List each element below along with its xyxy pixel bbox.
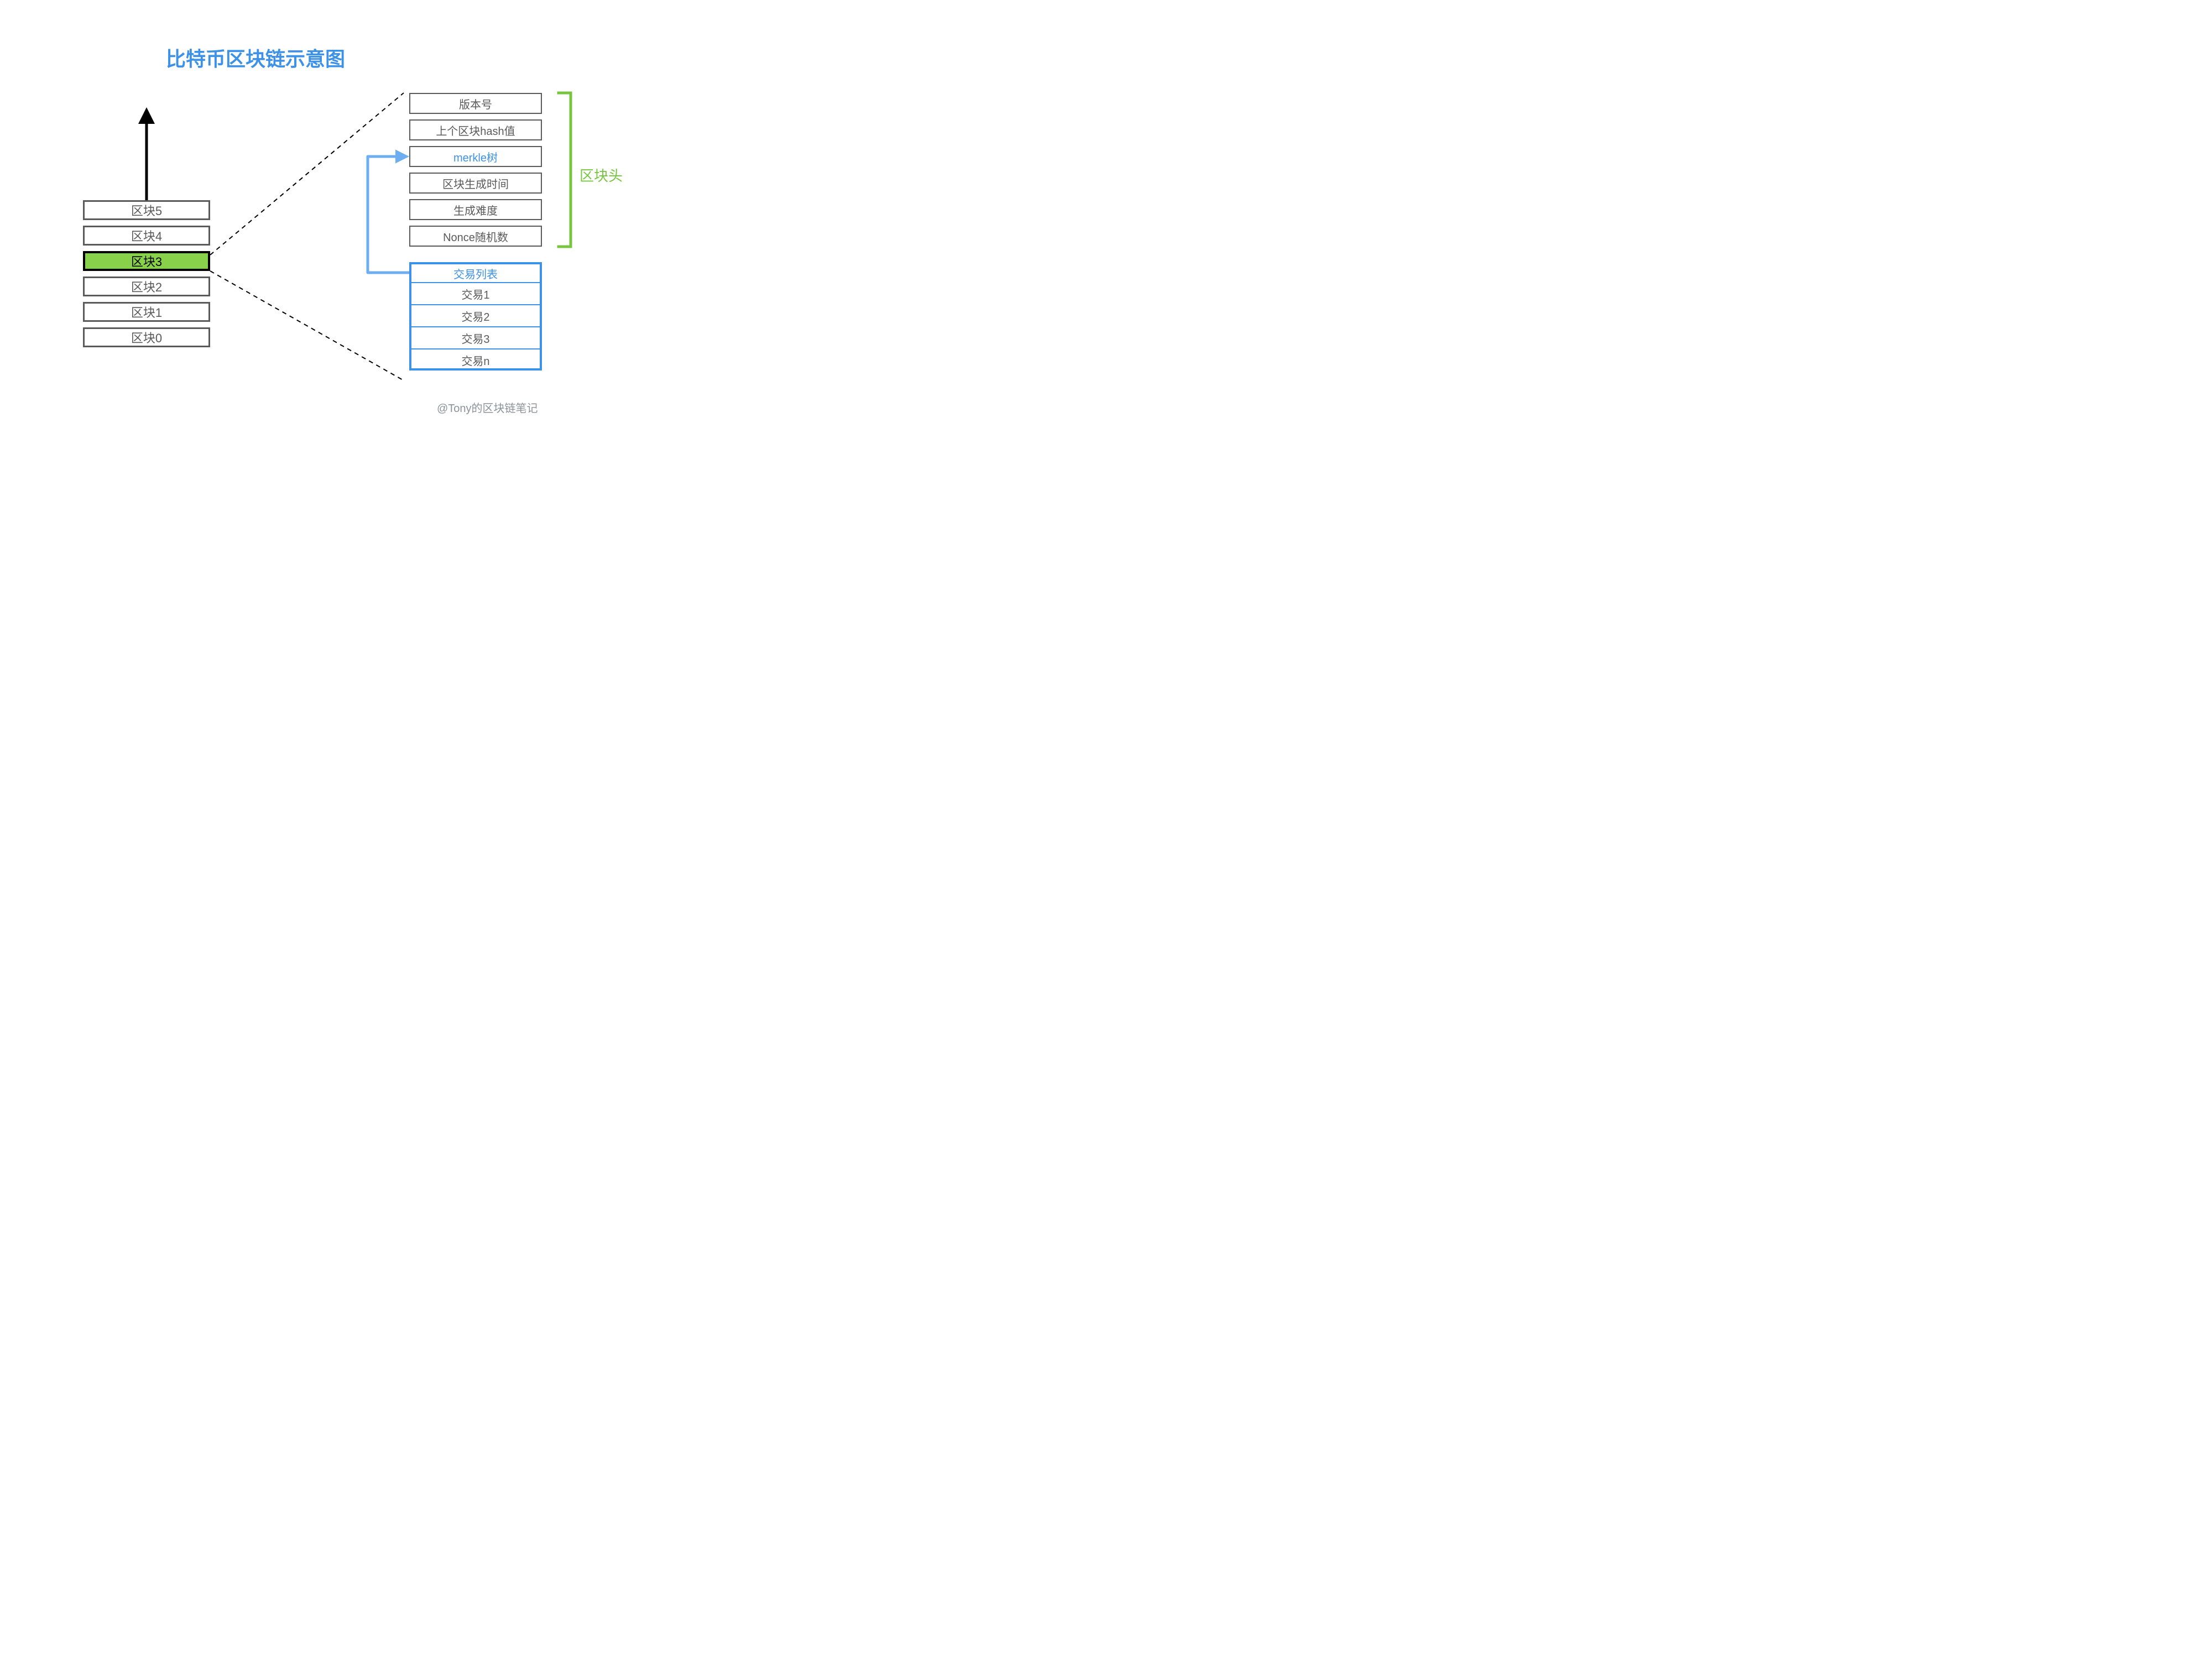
header-bracket-label: 区块头 (580, 165, 623, 185)
chain-block-selected: 区块3 (83, 251, 210, 271)
chain-block: 区块5 (83, 200, 210, 220)
chain-block: 区块0 (83, 327, 210, 347)
tx-list-header: 交易列表 (411, 264, 540, 282)
block-header-field: 版本号 (409, 93, 542, 114)
diagram-stage: 比特币区块链示意图区块5 区块4 区块3 区块2 区块1 区块0 版本号上个区块hash值 m… (0, 0, 708, 531)
block-header-field: merkle树 (409, 146, 542, 167)
chain-block: 区块1 (83, 302, 210, 322)
block-header-field: 上个区块hash值 (409, 119, 542, 140)
block-header-field: 区块生成时间 (409, 173, 542, 194)
zoom-line-upper (210, 93, 404, 255)
chain-block: 区块4 (83, 226, 210, 246)
tx-row: 交易2 (411, 304, 540, 326)
zoom-line-lower (210, 271, 404, 380)
attribution: @Tony的区块链笔记 (437, 399, 538, 415)
tx-row: 交易1 (411, 282, 540, 304)
merkle-link-arrow (368, 156, 409, 273)
block-header-field: 生成难度 (409, 199, 542, 220)
header-bracket (559, 93, 571, 247)
diagram-title: 比特币区块链示意图 (166, 43, 345, 72)
tx-list-container: 交易列表交易1交易2交易3交易n (409, 262, 542, 371)
tx-row: 交易3 (411, 326, 540, 348)
chain-block: 区块2 (83, 276, 210, 296)
tx-row: 交易n (411, 348, 540, 371)
block-header-field: Nonce随机数 (409, 226, 542, 247)
